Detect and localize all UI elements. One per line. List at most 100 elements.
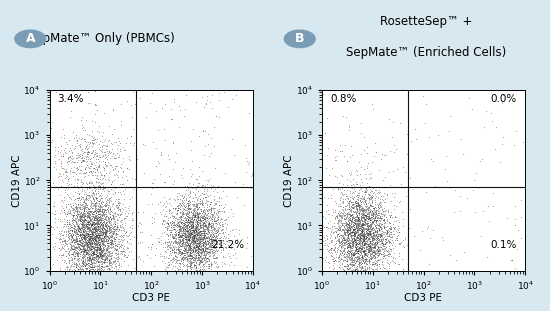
Point [211, 237, 220, 242]
Point [343, 241, 352, 246]
Point [57, 161, 65, 166]
Point [210, 241, 219, 246]
Point [78, 214, 86, 219]
Point [74, 209, 83, 214]
Point [347, 242, 356, 247]
Point [197, 233, 206, 238]
Point [332, 213, 340, 218]
Point [106, 150, 115, 155]
Point [317, 240, 326, 245]
Point [196, 217, 205, 222]
Point [379, 178, 388, 183]
Point [162, 213, 170, 218]
Point [384, 233, 393, 238]
Point [198, 246, 207, 251]
Point [375, 258, 383, 262]
Point [366, 231, 375, 236]
Point [346, 220, 355, 225]
Point [327, 246, 336, 251]
Point [367, 218, 376, 223]
Point [173, 207, 182, 212]
Point [386, 223, 394, 228]
Point [162, 240, 171, 245]
Point [364, 247, 372, 252]
Point [343, 262, 352, 267]
Point [383, 228, 392, 233]
Point [72, 227, 80, 232]
Point [232, 92, 241, 97]
Point [66, 267, 75, 272]
Point [51, 208, 59, 213]
Point [148, 181, 157, 186]
Point [67, 225, 76, 230]
Point [211, 226, 220, 231]
Point [91, 224, 100, 229]
Point [212, 235, 221, 240]
Point [100, 267, 108, 272]
Point [76, 142, 85, 146]
Point [370, 206, 378, 211]
Point [200, 239, 208, 244]
Point [338, 266, 347, 271]
Point [80, 256, 89, 261]
Point [114, 169, 123, 174]
Point [382, 215, 390, 220]
Point [181, 219, 190, 224]
Point [103, 234, 112, 239]
Point [172, 227, 181, 232]
Point [68, 240, 77, 245]
Point [355, 221, 364, 226]
Point [68, 240, 76, 245]
Point [73, 217, 82, 222]
Point [96, 267, 104, 272]
Point [198, 246, 207, 251]
Point [181, 268, 190, 273]
Point [174, 207, 183, 212]
Point [186, 230, 195, 235]
Point [63, 177, 72, 182]
Point [340, 217, 349, 222]
Point [104, 257, 113, 262]
Point [82, 195, 91, 200]
Point [357, 240, 366, 245]
Point [92, 236, 101, 241]
Point [179, 229, 188, 234]
Point [188, 268, 197, 273]
Point [96, 250, 104, 255]
Point [173, 205, 182, 210]
Point [80, 170, 89, 175]
Point [94, 211, 103, 216]
Point [230, 251, 239, 256]
Point [196, 268, 205, 273]
Point [349, 176, 358, 181]
Point [92, 244, 101, 249]
Point [91, 167, 100, 172]
Point [345, 245, 354, 250]
Point [98, 241, 107, 246]
Point [109, 248, 118, 253]
Point [84, 268, 92, 273]
Point [181, 233, 190, 238]
Point [69, 170, 78, 175]
Point [361, 263, 370, 268]
Point [194, 246, 203, 251]
Point [100, 227, 109, 232]
Point [364, 218, 372, 223]
Point [189, 235, 197, 240]
Point [95, 200, 104, 205]
Point [370, 250, 379, 255]
Point [200, 213, 208, 218]
Point [382, 230, 391, 235]
Point [195, 252, 204, 257]
Point [185, 232, 194, 237]
Point [442, 154, 450, 159]
Point [355, 260, 364, 265]
Point [113, 232, 122, 237]
Point [187, 254, 196, 259]
Point [168, 182, 177, 187]
Point [45, 136, 54, 141]
Point [72, 265, 80, 270]
Point [170, 236, 179, 241]
Point [199, 220, 207, 225]
Point [85, 220, 94, 225]
